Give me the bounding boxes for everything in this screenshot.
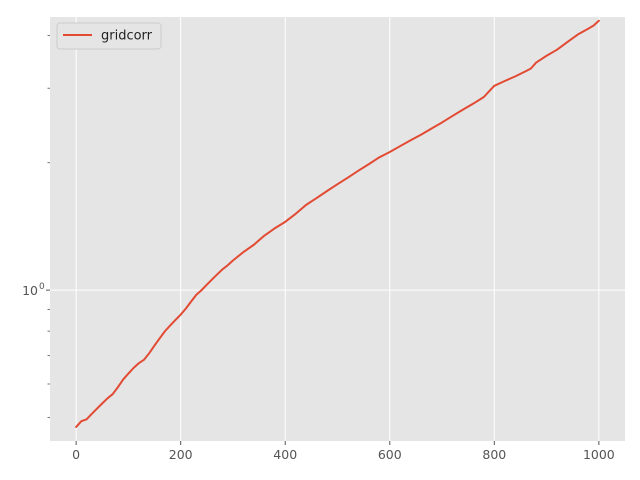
x-tick-label: 600 [378,447,402,462]
grid-lines [50,17,625,441]
series-line-gridcorr [75,19,600,428]
legend-label-gridcorr: gridcorr [101,29,153,44]
series-layer [75,19,600,428]
x-tick-label: 800 [482,447,506,462]
x-tick-label: 0 [72,447,80,462]
x-tick-label: 200 [169,447,193,462]
x-tick-label: 1000 [583,447,615,462]
x-axis-ticks: 0 200 400 600 800 1000 [72,441,615,462]
y-axis-ticks: 10 0 [22,34,50,418]
x-tick-label: 400 [273,447,297,462]
legend: gridcorr [56,22,162,50]
legend-box [56,22,162,50]
y-tick-label: 10 [22,283,38,298]
plot-background [50,17,625,441]
y-tick-exponent: 0 [39,282,45,292]
